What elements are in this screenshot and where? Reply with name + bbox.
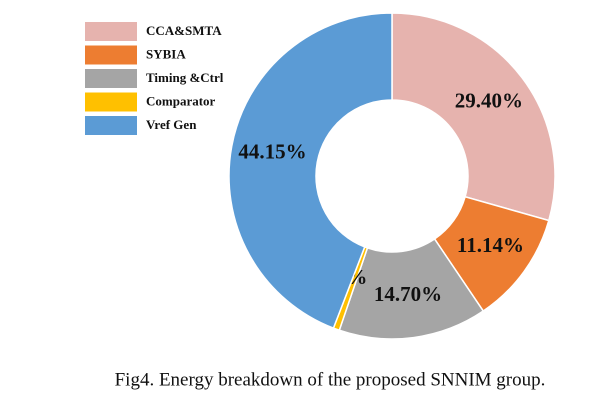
legend-swatch <box>85 22 137 41</box>
caption: Fig4. Energy breakdown of the proposed S… <box>115 369 546 390</box>
data-label: 29.40% <box>455 89 523 113</box>
donut-segment <box>391 12 556 222</box>
legend-label: Comparator <box>146 93 216 108</box>
legend-label: SYBIA <box>146 46 186 61</box>
legend-label: Timing &Ctrl <box>146 70 224 85</box>
legend-label: Vref Gen <box>146 117 197 132</box>
legend-swatch <box>85 116 137 135</box>
donut-segment <box>228 12 393 330</box>
data-label: 14.70% <box>374 282 442 306</box>
legend-swatch <box>85 45 137 65</box>
data-label: 44.15% <box>238 140 306 164</box>
legend-label: CCA&SMTA <box>146 23 222 38</box>
data-label: 11.14% <box>457 233 524 257</box>
legend-swatch <box>85 69 137 88</box>
donut-segment <box>338 237 485 340</box>
legend-swatch <box>85 92 137 112</box>
